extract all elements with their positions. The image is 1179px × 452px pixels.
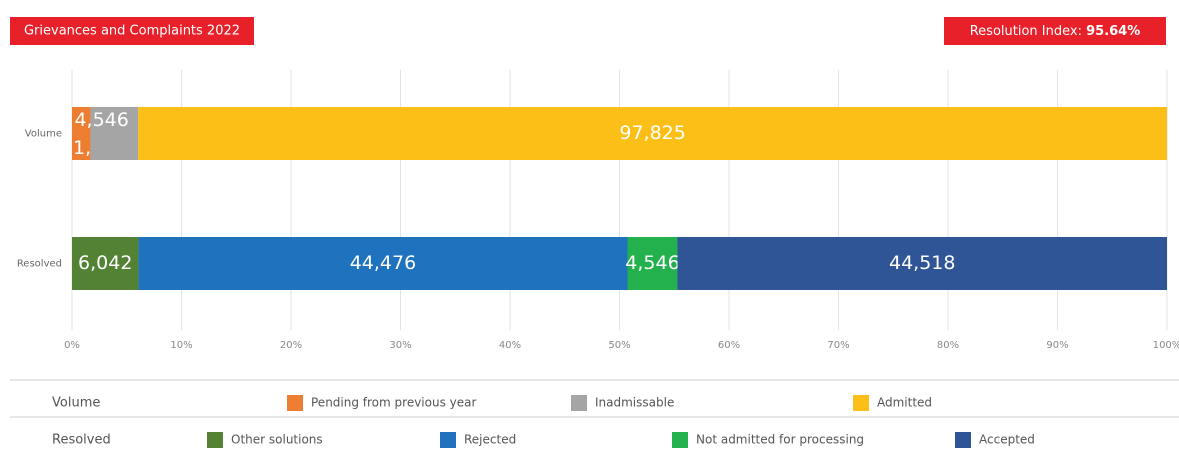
bar-segment — [72, 237, 139, 290]
value-label: 97,825 — [619, 122, 685, 144]
legend-row-label: Resolved — [52, 433, 111, 448]
y-tick-label: Resolved — [17, 259, 62, 270]
legend-label: Pending from previous year — [311, 396, 476, 410]
x-tick-label: 60% — [718, 340, 740, 351]
x-tick-label: 80% — [937, 340, 959, 351]
y-tick-label: Volume — [25, 129, 62, 140]
legend-swatch — [571, 395, 587, 411]
legend-label: Admitted — [877, 396, 932, 410]
bar-segment — [90, 107, 139, 160]
x-tick-label: 50% — [608, 340, 630, 351]
x-tick-label: 90% — [1046, 340, 1068, 351]
index-box — [944, 17, 1166, 45]
legend-label: Accepted — [979, 433, 1035, 447]
value-label: 4,546 — [625, 252, 679, 274]
bar-segment — [138, 237, 628, 290]
bar-segment — [677, 237, 1167, 290]
x-tick-label: 40% — [499, 340, 521, 351]
index-value: 95.64% — [1086, 24, 1140, 39]
legend-swatch — [440, 432, 456, 448]
title-box — [10, 17, 254, 45]
legend-swatch — [955, 432, 971, 448]
chart-title: Grievances and Complaints 2022 — [24, 24, 240, 39]
bar-segment — [72, 107, 91, 160]
value-label: 4,546 — [74, 109, 128, 131]
x-tick-label: 0% — [64, 340, 80, 351]
legend-label: Inadmissable — [595, 396, 674, 410]
resolution-index: Resolution Index: 95.64% — [970, 24, 1141, 39]
value-label: 44,476 — [350, 252, 416, 274]
x-tick-label: 30% — [389, 340, 411, 351]
x-tick-label: 10% — [170, 340, 192, 351]
value-label: 44,518 — [889, 252, 955, 274]
x-tick-label: 70% — [827, 340, 849, 351]
legend-row-label: Volume — [52, 396, 100, 411]
value-label: 6,042 — [78, 252, 132, 274]
index-label: Resolution Index: — [970, 24, 1082, 39]
legend-swatch — [287, 395, 303, 411]
legend-swatch — [207, 432, 223, 448]
legend-label: Not admitted for processing — [696, 433, 864, 447]
legend-swatch — [672, 432, 688, 448]
bar-segment — [627, 237, 678, 290]
x-tick-label: 20% — [280, 340, 302, 351]
legend-label: Other solutions — [231, 433, 323, 447]
bar-segment — [138, 107, 1168, 160]
x-tick-label: 100% — [1153, 340, 1179, 351]
legend-swatch — [853, 395, 869, 411]
legend-label: Rejected — [464, 433, 516, 447]
